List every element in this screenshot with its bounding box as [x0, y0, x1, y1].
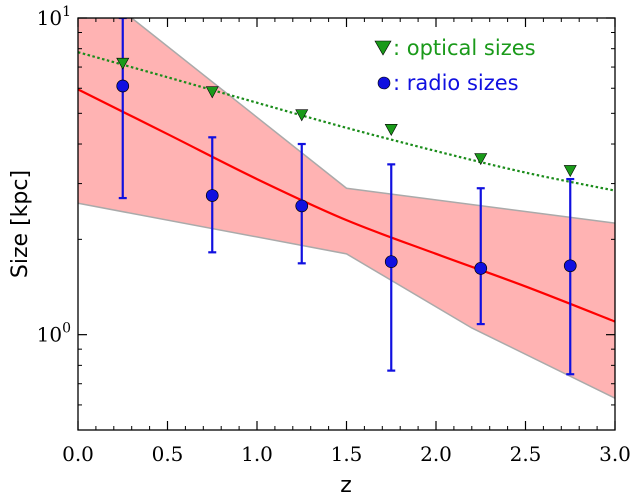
- legend-marker-triangle-icon: [374, 40, 392, 56]
- optical-point: [563, 165, 577, 178]
- radio-point: [295, 199, 309, 213]
- optical-point: [116, 57, 130, 70]
- ticks-layer: [77, 17, 616, 431]
- legend-item-optical: : optical sizes: [374, 36, 536, 60]
- fit-line: [78, 88, 615, 323]
- x-tick-label: 0.0: [62, 442, 94, 466]
- legend-label-radio: : radio sizes: [393, 71, 519, 95]
- legend: : optical sizes : radio sizes: [374, 36, 536, 95]
- optical-point: [474, 153, 488, 166]
- x-tick-label: 3.0: [599, 442, 631, 466]
- radio-point: [205, 189, 219, 202]
- x-tick-label: 1.5: [331, 442, 363, 466]
- plot-area: [77, 17, 616, 431]
- radio-point: [474, 261, 488, 275]
- legend-item-radio: : radio sizes: [377, 71, 519, 95]
- x-tick-label: 0.5: [152, 442, 184, 466]
- optical-point: [384, 124, 398, 136]
- optical-point: [295, 109, 309, 122]
- x-tick-label: 2.0: [420, 442, 452, 466]
- radio-point: [116, 79, 130, 93]
- legend-marker-circle-icon: [377, 76, 391, 90]
- legend-label-optical: : optical sizes: [393, 36, 536, 60]
- y-axis-title: Size [kpc]: [8, 170, 33, 278]
- optical-point: [205, 86, 219, 99]
- radio-point: [384, 255, 398, 269]
- confidence-band: [78, 18, 615, 399]
- radio-point: [563, 259, 577, 273]
- data-layer: [78, 18, 615, 399]
- y-tick-label: 100: [37, 321, 71, 347]
- x-tick-label: 2.5: [510, 442, 542, 466]
- y-tick-label: 101: [37, 4, 71, 30]
- x-tick-label: 1.0: [241, 442, 273, 466]
- x-axis-title: z: [340, 473, 352, 497]
